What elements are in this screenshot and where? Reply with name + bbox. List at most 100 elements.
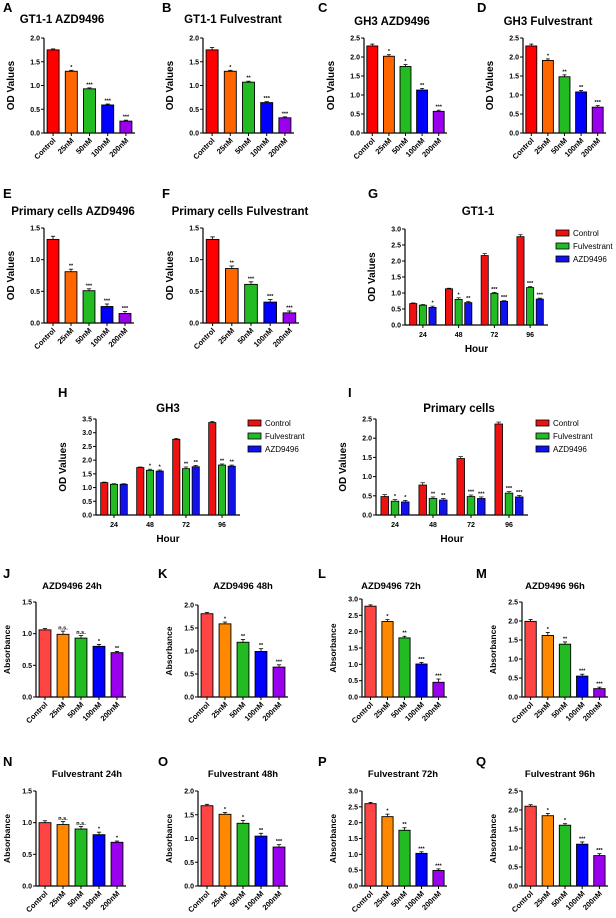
x-tick-label: Control [186, 889, 211, 914]
significance-label: * [70, 65, 73, 71]
panel-label: B [162, 0, 171, 15]
panel-label: O [158, 754, 168, 769]
significance-label: ** [230, 460, 235, 466]
significance-label: * [394, 494, 397, 500]
bar-fulvestrant [526, 287, 535, 326]
y-tick-label: 3.0 [348, 789, 358, 796]
chart-title: Primary cells AZD9496 [11, 206, 135, 218]
bar [364, 605, 377, 698]
significance-label: * [404, 495, 407, 501]
x-tick-label: 100nM [243, 889, 266, 912]
bar [38, 822, 52, 887]
y-tick-label: 3.0 [391, 227, 401, 234]
chart-title: GT1-1 [462, 206, 495, 218]
significance-label: *** [506, 486, 513, 492]
x-tick-label: Control [350, 889, 375, 914]
bar-azd9496 [439, 499, 448, 516]
y-tick-label: 0.0 [348, 695, 358, 702]
x-tick-label: 48 [455, 332, 463, 339]
x-tick-label: Control [510, 700, 535, 725]
x-tick-label: 24 [391, 522, 399, 529]
panel-q: Q Fulvestrant 96h Absorbance 0.0 0.5 1.0 1.5 2.… [476, 754, 608, 914]
bar [415, 852, 428, 887]
legend-swatch-azd9496 [535, 445, 550, 453]
y-tick-label: 2.0 [362, 436, 372, 443]
x-tick-label: 200nM [271, 326, 294, 349]
x-tick-label: Control [24, 700, 49, 725]
y-tick-label: 3.0 [82, 430, 92, 437]
panel-label: Q [476, 754, 486, 769]
significance-label: n.s. [76, 630, 86, 636]
panel-n: N Fulvestrant 24h Absorbance 0.0 0.5 1.0 1.5 Co… [2, 754, 126, 914]
y-axis-label: Absorbance [2, 814, 12, 863]
x-tick-label: 25nM [209, 889, 229, 909]
bar [254, 835, 268, 887]
y-tick-label: 1.5 [82, 471, 92, 478]
significance-label: *** [435, 674, 442, 680]
bar [218, 623, 232, 698]
y-tick-label: 1.0 [184, 836, 194, 843]
y-tick-label: 1.5 [509, 74, 519, 81]
significance-label: ** [115, 646, 120, 652]
x-tick-label: 25nM [216, 326, 236, 346]
bar [432, 110, 445, 134]
bar-control [444, 288, 453, 326]
significance-label: ** [241, 634, 246, 640]
bar [56, 824, 70, 887]
x-tick-label: 200nM [107, 136, 130, 159]
bar [92, 645, 106, 698]
legend-swatch-fulvestrant [535, 432, 550, 440]
y-tick-label: 2.0 [82, 458, 92, 465]
y-tick-label: 0.0 [508, 884, 518, 891]
y-tick-label: 0.0 [22, 884, 32, 891]
bar-azd9496 [227, 465, 236, 516]
panel-label: I [348, 385, 352, 400]
bar-fulvestrant [418, 304, 427, 326]
bar-control [100, 482, 109, 516]
y-tick-label: 0.5 [30, 107, 40, 114]
y-tick-label: 0.5 [509, 112, 519, 119]
bar [56, 633, 70, 698]
chart-title: AZD9496 24h [42, 581, 102, 592]
bar [398, 637, 411, 698]
x-tick-label: 200nM [99, 700, 122, 723]
significance-label: * [116, 836, 119, 842]
significance-label: * [388, 49, 391, 55]
significance-label: * [547, 808, 550, 814]
x-tick-label: 200nM [420, 700, 443, 723]
significance-label: *** [282, 111, 289, 117]
legend-swatch-fulvestrant [555, 242, 570, 250]
y-tick-label: 1.5 [391, 275, 401, 282]
x-tick-label: 25nM [372, 889, 392, 909]
significance-label: ** [402, 822, 407, 828]
y-tick-label: 1.0 [362, 474, 372, 481]
y-tick-label: 0.0 [22, 695, 32, 702]
x-tick-label: Control [191, 136, 216, 161]
significance-label: *** [579, 836, 586, 842]
significance-label: *** [435, 863, 442, 869]
bar-azd9496 [500, 300, 509, 326]
y-tick-label: 0.5 [362, 493, 372, 500]
bar-control [516, 236, 525, 326]
bar-azd9496 [477, 498, 486, 516]
significance-label: *** [104, 299, 111, 305]
y-axis-label: OD Values [338, 442, 349, 492]
significance-label: *** [286, 305, 293, 311]
significance-label: * [431, 301, 434, 307]
y-tick-label: 1.0 [82, 485, 92, 492]
bar-fulvestrant [490, 292, 499, 326]
y-tick-label: 0.0 [189, 131, 199, 138]
panel-label: C [318, 0, 328, 15]
significance-label: *** [418, 657, 425, 663]
bar-fulvestrant [145, 469, 154, 516]
y-axis-label: OD Values [58, 442, 69, 492]
legend-label: AZD9496 [553, 445, 587, 454]
significance-label: n.s. [76, 821, 86, 827]
y-tick-label: 2.0 [391, 259, 401, 266]
panel-d: D GH3 Fulvestrant OD Values 0.0 0.5 1.0 1.5 2.0… [477, 0, 606, 161]
bar [399, 66, 412, 134]
legend-swatch-azd9496 [555, 255, 570, 263]
significance-label: *** [104, 99, 111, 105]
significance-label: * [229, 65, 232, 71]
legend-label: AZD9496 [265, 445, 299, 454]
